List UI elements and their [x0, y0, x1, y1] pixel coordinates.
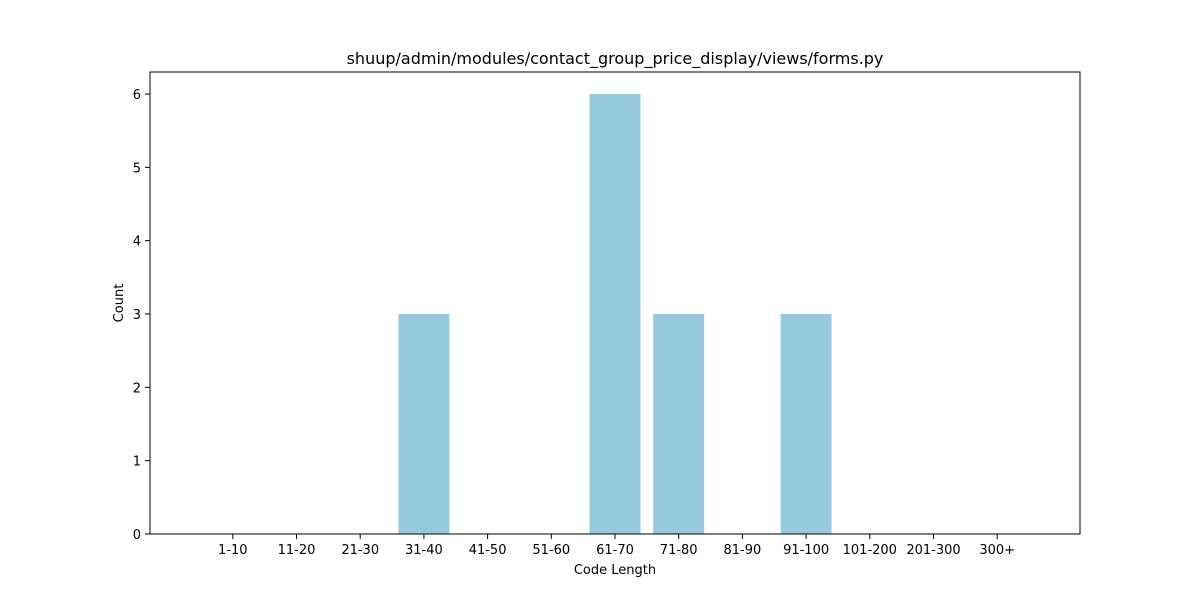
x-tick-label: 101-200 [843, 543, 897, 558]
x-tick-label: 1-10 [218, 543, 248, 558]
bars-group [398, 94, 832, 534]
x-tick-label: 71-80 [660, 543, 698, 558]
y-tick-label: 6 [133, 88, 141, 103]
x-tick-label: 51-60 [532, 543, 570, 558]
y-tick-label: 1 [133, 455, 141, 470]
chart-title: shuup/admin/modules/contact_group_price_… [347, 49, 884, 69]
y-axis-title: Count [112, 284, 127, 323]
x-tick-label: 300+ [979, 543, 1015, 558]
bar-91-100 [780, 314, 832, 534]
bar-31-40 [398, 314, 450, 534]
y-tick-label: 5 [133, 161, 141, 176]
y-tick-label: 2 [133, 381, 141, 396]
x-tick-label: 31-40 [405, 543, 443, 558]
bar-61-70 [589, 94, 641, 534]
bar-71-80 [653, 314, 705, 534]
y-axis: 0 1 2 3 4 5 6 [133, 88, 150, 543]
y-tick-label: 0 [133, 528, 141, 543]
x-tick-label: 81-90 [724, 543, 762, 558]
x-tick-label: 201-300 [906, 543, 960, 558]
y-tick-label: 4 [133, 235, 141, 250]
x-tick-label: 61-70 [596, 543, 634, 558]
x-tick-label: 11-20 [278, 543, 316, 558]
x-tick-label: 41-50 [469, 543, 507, 558]
x-tick-label: 91-100 [783, 543, 829, 558]
y-tick-label: 3 [133, 308, 141, 323]
x-tick-label: 21-30 [341, 543, 379, 558]
x-axis-title: Code Length [574, 563, 656, 578]
x-axis: 1-10 11-20 21-30 31-40 41-50 51-60 61-70 71-80 8… [218, 534, 1015, 558]
